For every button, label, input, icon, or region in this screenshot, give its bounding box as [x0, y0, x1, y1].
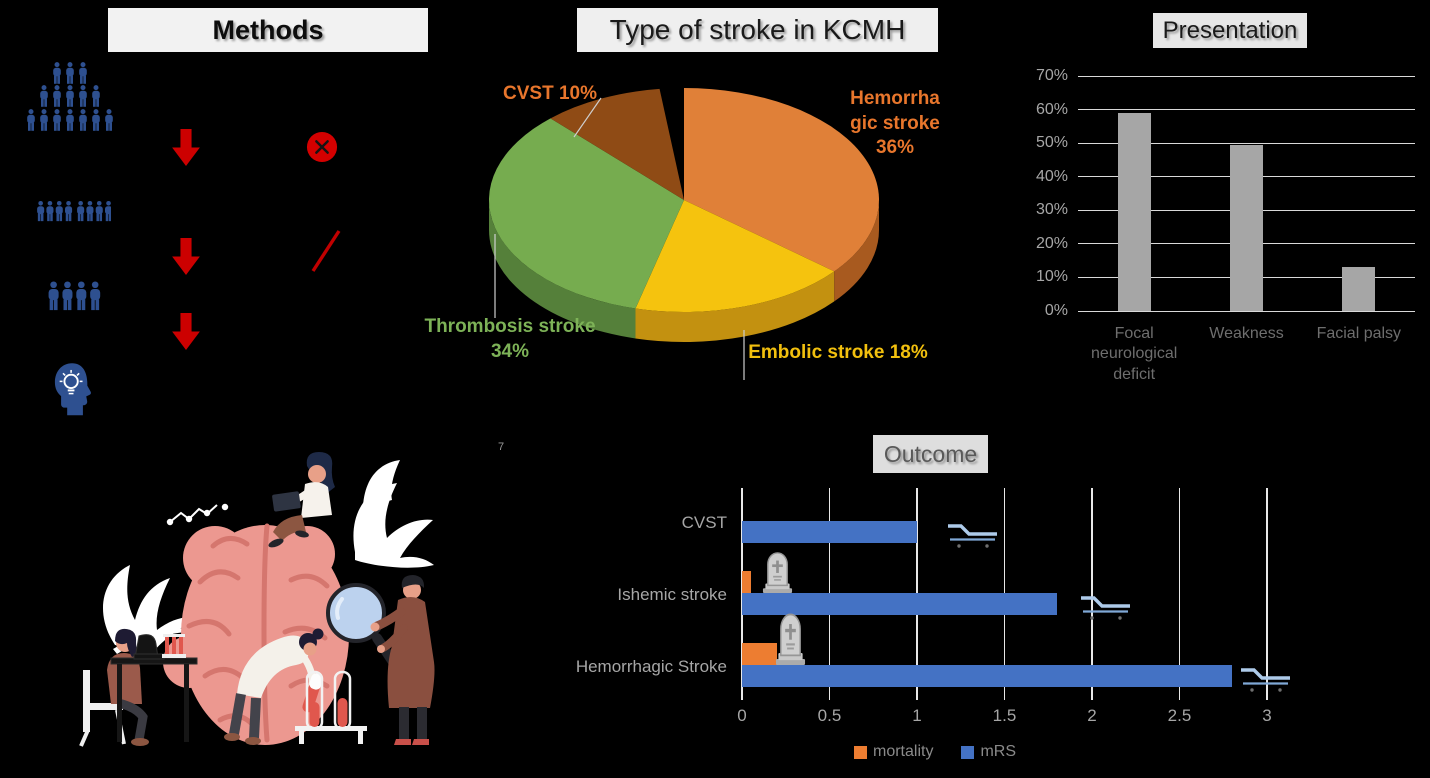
presentation-category-label: Focal neurological deficit — [1091, 325, 1178, 383]
presentation-gridline — [1078, 310, 1415, 312]
pie-label-line: gic stroke — [850, 112, 940, 134]
presentation-y-tick: 60% — [1035, 100, 1068, 118]
outcome-x-tick: 0 — [737, 706, 747, 725]
presentation-category-label: Weakness — [1209, 325, 1284, 342]
legend-mortality-swatch — [853, 745, 867, 759]
final-sample-icon — [48, 281, 101, 311]
hospital-bed-icon — [945, 522, 999, 550]
woman-with-laptop-illustration — [268, 452, 335, 548]
presentation-y-tick: 40% — [1035, 167, 1068, 185]
presentation-category-label: Facial palsy — [1316, 325, 1402, 342]
population-crowd-icon — [27, 62, 113, 131]
outcome-category-label: CVST — [681, 513, 727, 532]
pie-label-line: 36% — [875, 137, 915, 159]
trend-doodle — [166, 503, 229, 526]
pie-slice — [635, 200, 835, 312]
presentation-y-tick: 20% — [1035, 234, 1068, 252]
test-tube-stand-illustration — [295, 670, 367, 744]
pie-slice-side — [834, 200, 879, 302]
pie-label-hemorrhagic: Hemorrha gic stroke 36% — [843, 87, 947, 161]
stray-footnote-mark: 7 — [498, 441, 505, 453]
pie-label-line: 34% — [490, 340, 530, 362]
mortality-bar — [742, 571, 751, 593]
exclude-circle-x-icon — [306, 131, 338, 163]
pie-chart-title-text: Type of stroke in KCMH — [609, 14, 906, 45]
outcome-x-tick: 1.5 — [992, 706, 1017, 725]
presentation-gridline — [1078, 109, 1415, 111]
methods-title: Methods — [108, 8, 428, 52]
presentation-bar — [1117, 112, 1151, 311]
pie-slice — [684, 88, 879, 272]
tombstone-icon — [762, 551, 793, 593]
mrs-bar — [742, 665, 1232, 687]
exclude-slash-icon — [311, 230, 341, 272]
outcome-x-tick: 2.5 — [1167, 706, 1192, 725]
outcome-chart-title: Outcome — [873, 435, 988, 473]
presentation-y-tick: 70% — [1035, 67, 1068, 84]
outcome-category-label: Ishemic stroke — [617, 585, 727, 604]
hospital-bed-icon — [1078, 594, 1132, 622]
presentation-y-tick: 10% — [1035, 268, 1068, 286]
hospital-bed-icon — [1238, 666, 1292, 694]
outcome-x-tick: 1 — [912, 706, 922, 725]
outcome-legend: mortality mRS — [580, 743, 1290, 761]
outcome-gridline — [1178, 488, 1181, 700]
presentation-y-tick: 50% — [1035, 134, 1068, 152]
presentation-y-tick: 0% — [1044, 302, 1068, 319]
outcome-title-text: Outcome — [883, 440, 978, 467]
pie-chart — [488, 88, 879, 380]
outcome-gridline — [1091, 488, 1093, 700]
research-team-brain-illustration — [79, 452, 435, 747]
legend-mrs-label: mRS — [980, 743, 1016, 760]
pie-slice-side — [489, 200, 636, 339]
legend-item-mrs: mRS — [961, 743, 1016, 761]
mrs-bar — [742, 593, 1057, 615]
pie-leader-line — [573, 97, 602, 138]
presentation-bar — [1230, 144, 1263, 311]
pie-label-line: Thrombosis stroke — [424, 316, 596, 337]
outcome-x-tick: 0.5 — [817, 706, 842, 725]
mrs-bar — [742, 521, 917, 543]
presentation-title-text: Presentation — [1162, 16, 1298, 44]
pie-slice — [488, 118, 684, 309]
legend-item-mortality: mortality — [853, 743, 934, 761]
outcome-gridline — [1266, 488, 1268, 700]
outcome-category-label: Hemorrhagic Stroke — [575, 657, 727, 676]
scientist-at-microscope-illustration — [79, 628, 198, 747]
pie-label-cvst: CVST 10% — [495, 82, 605, 107]
outcome-x-tick: 2 — [1087, 706, 1097, 725]
insight-head-lightbulb-icon — [54, 363, 91, 416]
pie-slice-side — [635, 271, 835, 342]
pie-label-line: Hemorrha — [850, 88, 940, 109]
legend-mrs-swatch — [961, 745, 975, 759]
presentation-gridline — [1078, 75, 1415, 77]
presentation-y-tick: 30% — [1035, 201, 1068, 219]
pie-slice — [550, 88, 684, 200]
outcome-x-tick: 3 — [1262, 706, 1272, 725]
tombstone-icon — [775, 612, 806, 665]
red-down-arrow-icon — [172, 313, 200, 350]
man-with-magnifier-illustration — [370, 575, 435, 745]
legend-mortality-label: mortality — [872, 743, 934, 760]
pie-chart-title: Type of stroke in KCMH — [577, 8, 938, 52]
pie-label-thrombosis: Thrombosis stroke 34% — [420, 315, 600, 364]
pie-label-embolic: Embolic stroke 18% — [748, 341, 928, 366]
red-down-arrow-icon — [172, 129, 200, 166]
pie-label-cvst-text: CVST 10% — [503, 83, 597, 104]
red-down-arrow-icon — [172, 238, 200, 275]
methods-title-text: Methods — [212, 14, 324, 45]
mortality-bar — [742, 643, 777, 665]
presentation-chart-title: Presentation — [1153, 13, 1307, 48]
presentation-bar — [1342, 267, 1376, 311]
presentation-gridline — [1078, 142, 1415, 144]
pie-label-embolic-text: Embolic stroke 18% — [748, 342, 928, 363]
cohort-row-icon — [37, 200, 111, 222]
